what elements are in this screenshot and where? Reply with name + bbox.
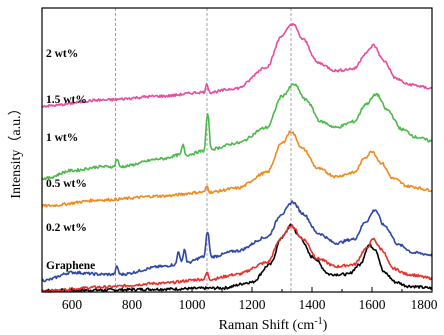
series-line-1-5-wt-: [41, 83, 433, 181]
series-label-1wt: 1 wt%: [46, 132, 78, 144]
y-axis-title: Intensity（a.u.）: [8, 101, 24, 198]
series-line-1-wt-: [41, 130, 432, 208]
x-tick-label: 1000: [179, 297, 206, 312]
x-tick-label: 1400: [299, 297, 326, 312]
x-tick-label: 1800: [411, 297, 438, 312]
x-tick-label: 1200: [239, 297, 266, 312]
series-layer: [41, 22, 433, 294]
series-line-graphene: [41, 223, 433, 293]
series-label-2wt: 2 wt%: [46, 48, 78, 60]
x-tick-label: 600: [62, 297, 83, 312]
series-label-0-2wt: 0.2 wt%: [46, 222, 87, 234]
plot-frame: [41, 7, 433, 293]
series-line-2-wt-: [41, 22, 433, 108]
x-axis-title-close: ): [323, 318, 328, 333]
x-axis-title-main: Raman Shift (cm: [219, 318, 315, 333]
series-label-graphene: Graphene: [46, 260, 95, 272]
series-line-0-2-wt-: [42, 224, 433, 294]
series-label-1-5wt: 1.5 wt%: [46, 94, 87, 106]
x-ticks: 600 800 1000 1200 1400 1600 1800: [41, 287, 438, 312]
series-line-0-5-wt-: [41, 200, 433, 283]
x-tick-label: 1600: [359, 297, 386, 312]
x-axis-title-superscript: -1: [314, 316, 322, 327]
x-axis-title: Raman Shift (cm-1): [219, 316, 328, 333]
x-tick-label: 800: [122, 297, 143, 312]
reference-lines: [115, 8, 292, 292]
series-label-0-5wt: 0.5 wt%: [46, 178, 87, 190]
